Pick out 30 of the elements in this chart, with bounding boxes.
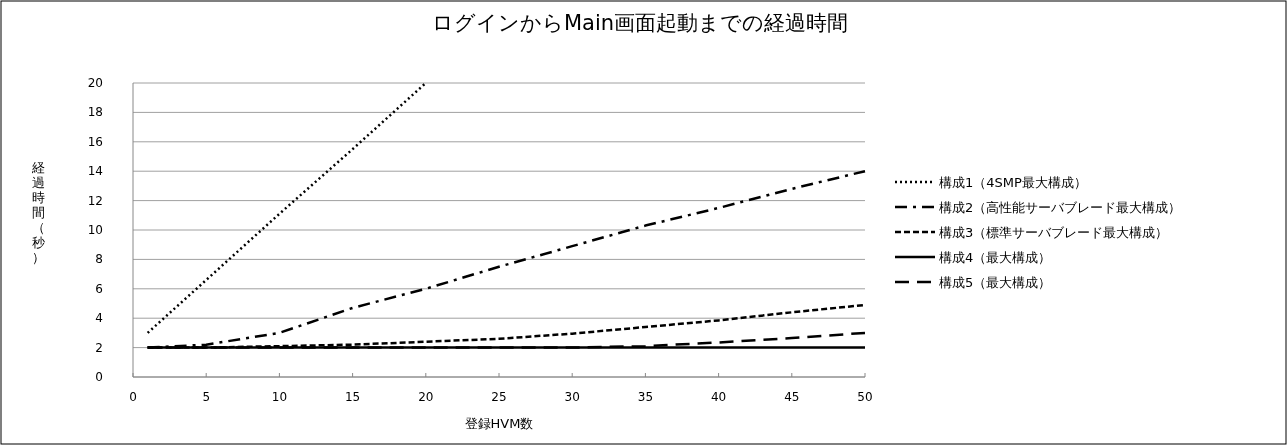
x-tick-label: 30	[564, 390, 580, 404]
chart-title: ログインからMain画面起動までの経過時間	[431, 11, 849, 35]
legend-label: 構成1（4SMP最大構成）	[939, 175, 1087, 190]
y-tick-label: 6	[95, 281, 103, 296]
y-tick-label: 0	[95, 370, 103, 384]
y-tick-label: 12	[87, 193, 103, 208]
legend-label: 構成5（最大構成）	[939, 275, 1052, 290]
y-tick-label: 18	[87, 105, 103, 120]
y-tick-label: 20	[87, 76, 103, 90]
y-tick-label: 10	[87, 223, 103, 237]
x-tick-label: 45	[784, 390, 800, 404]
legend-label: 構成4（最大構成）	[939, 250, 1052, 265]
x-tick-label: 5	[202, 390, 211, 404]
y-tick-label: 8	[95, 252, 103, 267]
x-tick-label: 0	[129, 390, 137, 404]
x-tick-label: 40	[710, 390, 727, 404]
y-tick-label: 2	[95, 340, 103, 355]
x-tick-label: 20	[418, 390, 434, 404]
y-axis-title: 経過時間（秒）	[30, 160, 45, 265]
x-tick-label: 50	[857, 390, 873, 404]
x-tick-label: 35	[637, 390, 654, 404]
y-tick-label: 14	[87, 164, 103, 179]
x-tick-label: 10	[271, 390, 288, 404]
y-tick-label: 16	[87, 134, 103, 149]
x-tick-label: 15	[344, 390, 361, 404]
y-tick-label: 4	[95, 311, 103, 326]
legend-label: 構成3（標準サーバブレード最大構成）	[939, 225, 1169, 240]
legend-label: 構成2（高性能サーバブレード最大構成）	[939, 200, 1182, 215]
x-tick-label: 25	[491, 390, 507, 404]
x-axis-title: 登録HVM数	[464, 416, 534, 431]
